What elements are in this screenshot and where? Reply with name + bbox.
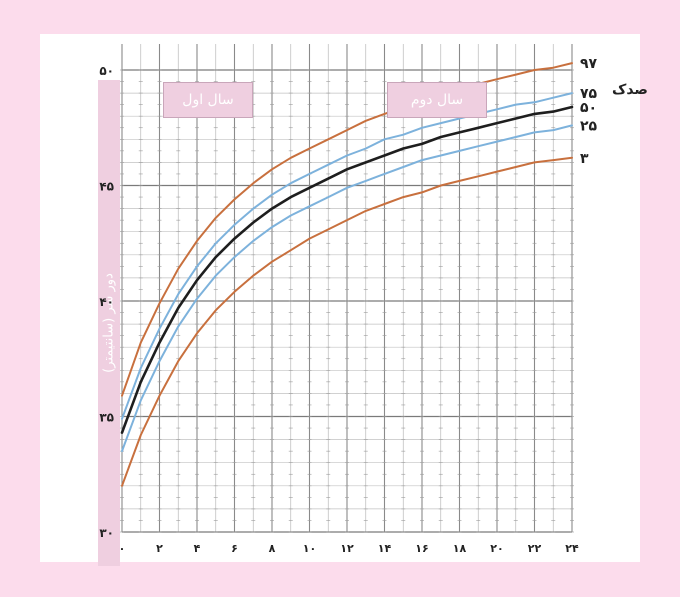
x-tick-label: ۰ (119, 542, 126, 555)
y-tick-label: ۵۰ (99, 64, 114, 78)
year-1-box: سال اول (163, 82, 253, 118)
y-tick-label: ۴۵ (99, 180, 114, 194)
y-tick-label: ۳۵ (99, 411, 114, 425)
y-axis-label-band (98, 80, 120, 566)
y-tick-label: ۴۰ (99, 295, 114, 309)
series-label-2: ۵۰ (580, 100, 597, 116)
x-tick-label: ۲۴ (565, 542, 579, 555)
series-label-3: ۲۵ (580, 118, 598, 134)
x-tick-label: ۱۸ (453, 542, 467, 555)
x-tick-label: ۲ (156, 542, 163, 555)
x-tick-label: ۴ (194, 542, 201, 555)
percentile-title: صدک (612, 82, 648, 98)
series-line-0 (121, 62, 573, 397)
year-2-label: سال دوم (410, 92, 464, 108)
series-line-2 (120, 105, 574, 434)
x-tick-label: ۶ (231, 542, 238, 555)
x-tick-label: ۱۶ (415, 542, 428, 555)
x-tick-label: ۲۲ (528, 542, 542, 555)
series-label-1: ۷۵ (580, 86, 598, 102)
x-tick-label: ۱۰ (303, 542, 316, 555)
x-tick-label: ۸ (269, 542, 276, 555)
series-label-4: ۳ (580, 151, 589, 167)
series-line-3 (121, 124, 573, 453)
y-tick-label: ۳۰ (99, 526, 114, 540)
year-1-label: سال اول (182, 92, 234, 108)
series-label-0: ۹۷ (580, 56, 598, 72)
series-line-4 (121, 156, 573, 487)
chart-card: دور سر (سانتیمتر) ۹۷ ۷۵ ۵۰ ۲۵ ۳ ۰ ۲ ۴ ۶ ۸ ۱۰ ۱۲ ۱۴ ۱۶… (40, 34, 648, 566)
x-tick-label: ۱۴ (378, 542, 392, 555)
series-line-1 (121, 92, 573, 420)
x-tick-label: ۲۰ (490, 542, 503, 555)
x-tick-label: ۱۲ (340, 542, 354, 555)
year-2-box: سال دوم (387, 82, 487, 118)
